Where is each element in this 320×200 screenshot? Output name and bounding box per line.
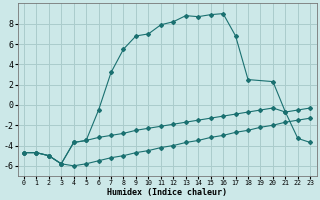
X-axis label: Humidex (Indice chaleur): Humidex (Indice chaleur) xyxy=(107,188,227,197)
